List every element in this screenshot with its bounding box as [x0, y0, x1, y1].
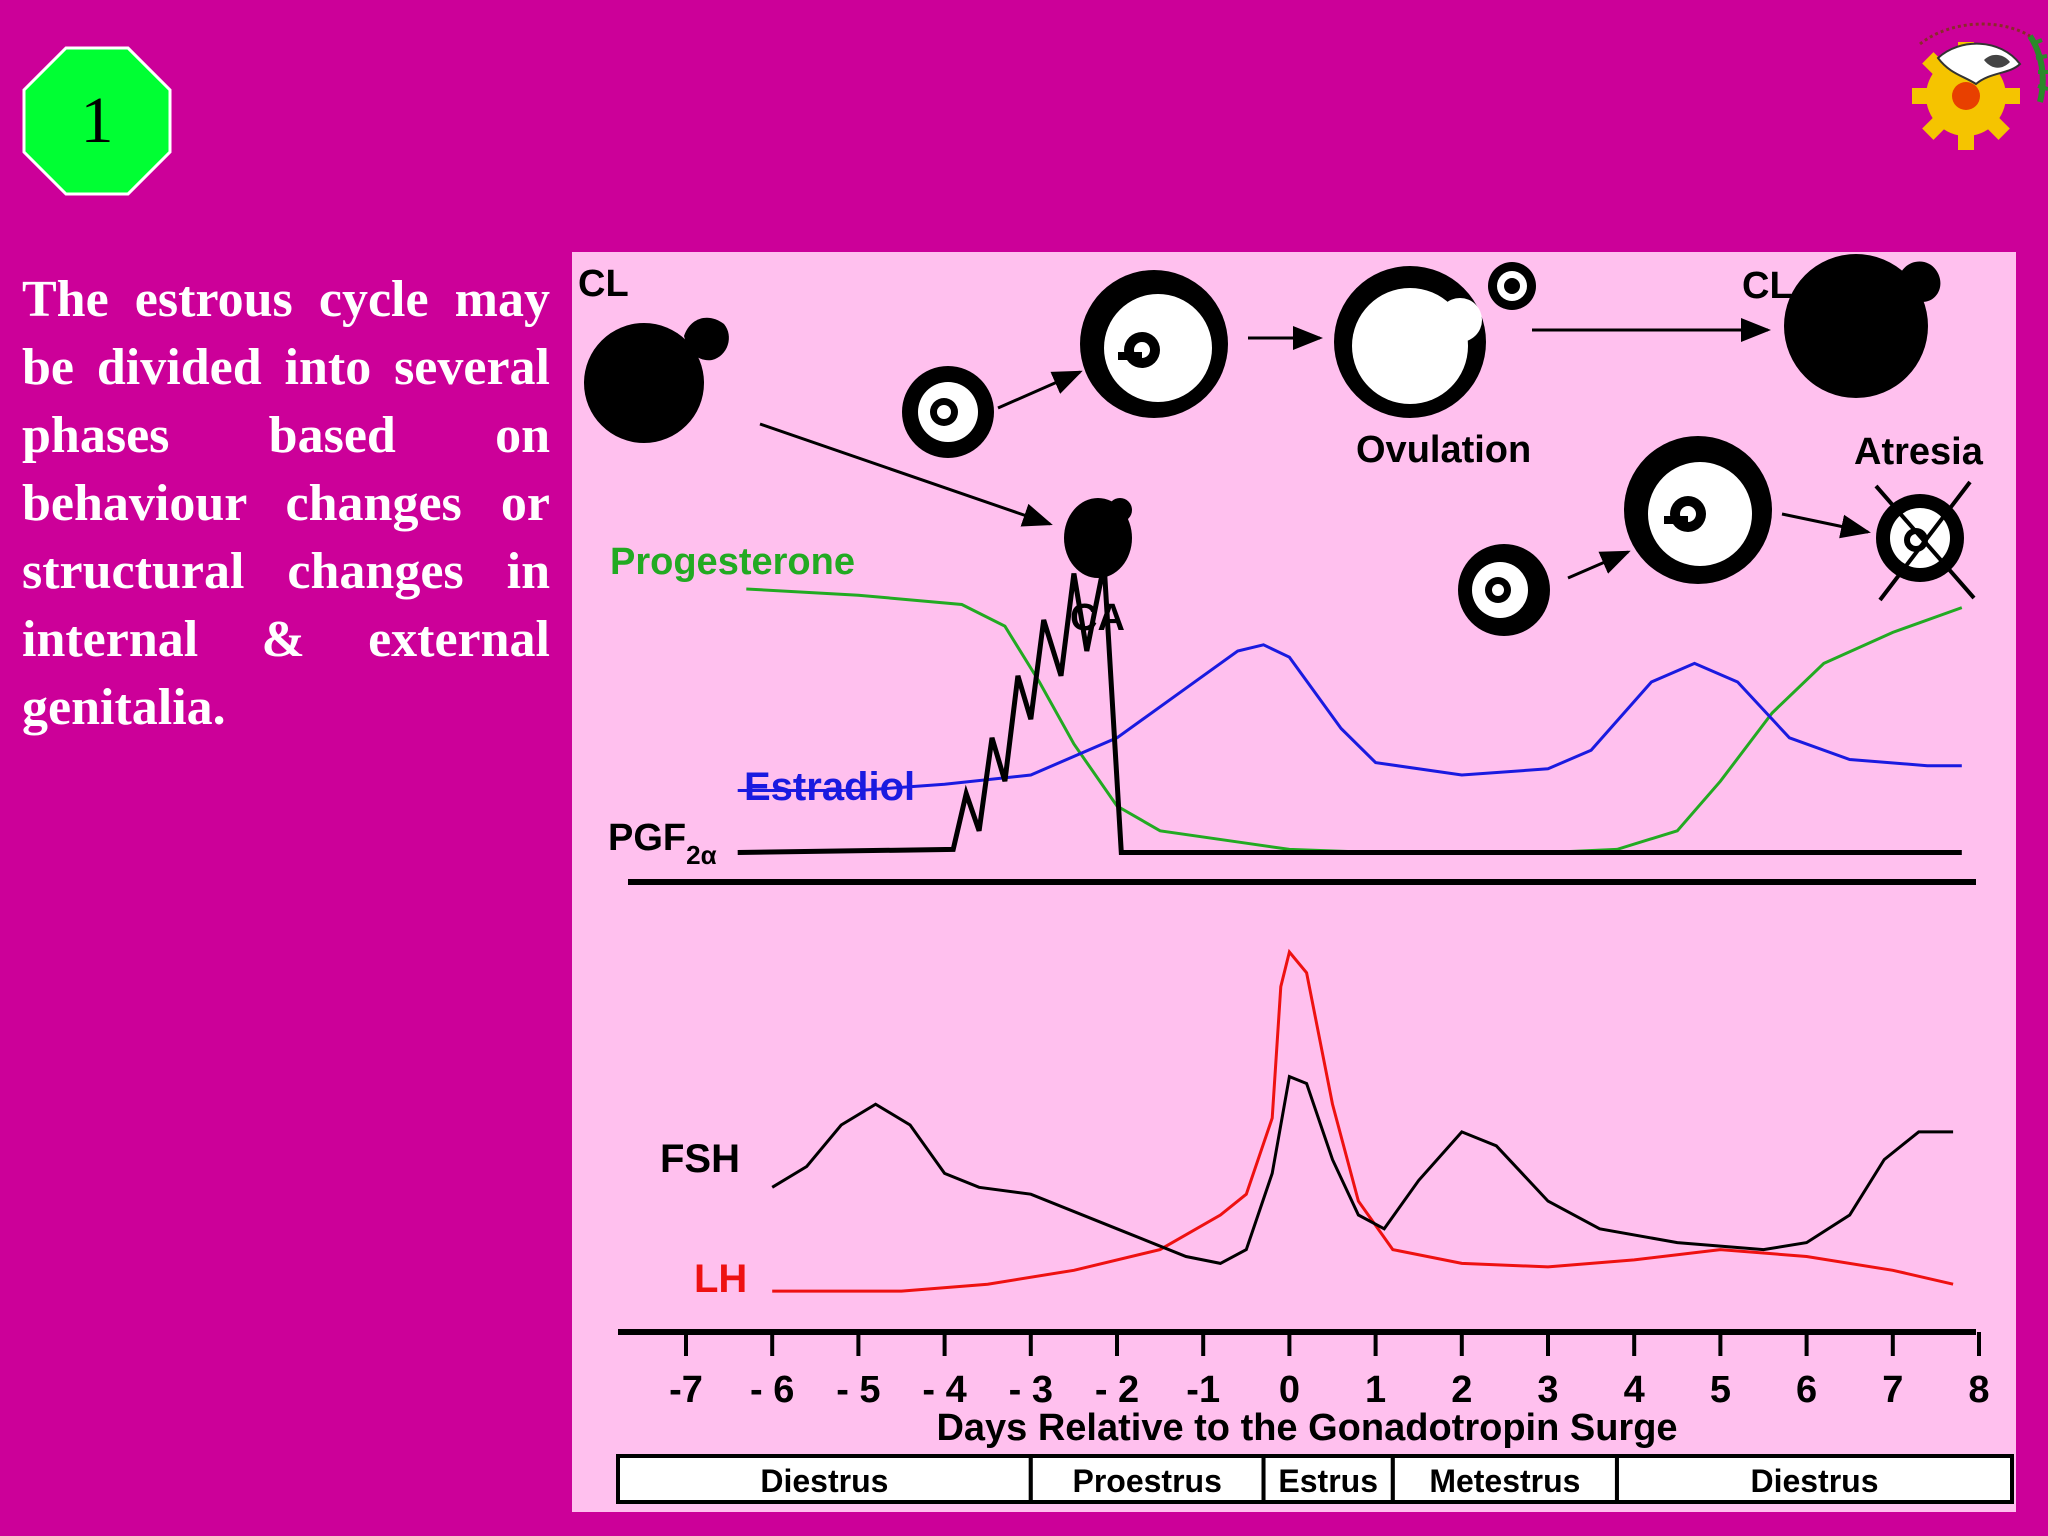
x-tick-label: -1: [1186, 1369, 1220, 1411]
growth-arrow-2: [1567, 550, 1631, 580]
phase-cell: [616, 1454, 1033, 1504]
x-tick-label: - 5: [836, 1369, 880, 1411]
lh-label: LH: [694, 1257, 747, 1301]
fsh-label: FSH: [660, 1137, 740, 1181]
atresia-icon: [1874, 480, 1976, 602]
corpus-luteum-new-icon: [1784, 254, 1941, 398]
small-follicle-icon: [902, 366, 994, 458]
x-tick-label: - 2: [1095, 1369, 1139, 1411]
phase-cell: [1028, 1454, 1266, 1504]
progesterone-label: Progesterone: [610, 541, 855, 583]
corpus-albicans-icon: [1064, 498, 1132, 578]
x-axis-ticks: -7 - 6 - 5 - 4 - 3 - 2 -1 0 1 2 3 4 5 6 7 8: [669, 1332, 1990, 1411]
phase-label: Diestrus: [1750, 1463, 1878, 1499]
atresia-arrow: [1781, 512, 1871, 539]
x-tick-label: - 4: [922, 1369, 966, 1411]
ovulation-label: Ovulation: [1356, 429, 1531, 471]
large-follicle-icon: [1080, 270, 1228, 418]
phase-cell: [1390, 1454, 1619, 1504]
x-tick-label: 5: [1710, 1369, 1731, 1411]
x-tick-label: - 3: [1009, 1369, 1053, 1411]
phase-label: Proestrus: [1072, 1463, 1221, 1499]
x-tick-label: 7: [1882, 1369, 1903, 1411]
body-text: The estrous cycle may be divided into se…: [22, 271, 550, 736]
pgf2a-curve: [737, 563, 1962, 855]
x-axis-title: Days Relative to the Gonadotropin Surge: [936, 1407, 1677, 1449]
large-follicle-2-icon: [1624, 436, 1772, 584]
atresia-label: Atresia: [1854, 431, 1984, 473]
phase-label: Estrus: [1278, 1463, 1378, 1499]
x-tick-label: 3: [1537, 1369, 1558, 1411]
x-tick-label: 8: [1968, 1369, 1989, 1411]
growth-arrow: [997, 370, 1083, 410]
slide-number: 1: [80, 84, 114, 157]
phase-cell: [1614, 1454, 2014, 1504]
phase-cell: [1261, 1454, 1395, 1504]
estradiol-curve: [737, 643, 1962, 792]
phase-label: Metestrus: [1429, 1463, 1580, 1499]
x-tick-label: 0: [1279, 1369, 1300, 1411]
cl-left-label: CL: [578, 263, 629, 305]
phase-bar: Diestrus Proestrus Estrus Metestrus Diestrus: [616, 1454, 2014, 1504]
ovulation-icon: [1334, 262, 1536, 418]
estrous-cycle-figure: CL CA Ovulation CL: [572, 252, 2016, 1512]
corpus-luteum-icon: [584, 317, 729, 443]
x-tick-label: 6: [1796, 1369, 1817, 1411]
x-tick-label: -7: [669, 1369, 703, 1411]
slide-number-badge: [22, 46, 172, 196]
x-tick-label: 2: [1451, 1369, 1472, 1411]
small-follicle-2-icon: [1458, 544, 1550, 636]
pgf-label: PGF2α: [608, 817, 717, 870]
x-tick-label: 4: [1624, 1369, 1645, 1411]
fsh-curve: [771, 1074, 1954, 1265]
lh-curve: [772, 948, 1954, 1293]
institution-logo-icon: [1912, 22, 2048, 150]
x-tick-label: 1: [1365, 1369, 1386, 1411]
cl-right-label: CL: [1742, 265, 1793, 307]
progesterone-curve: [746, 587, 1963, 854]
x-tick-label: - 6: [750, 1369, 794, 1411]
phase-label: Diestrus: [760, 1463, 888, 1499]
regression-arrow: [759, 422, 1053, 527]
